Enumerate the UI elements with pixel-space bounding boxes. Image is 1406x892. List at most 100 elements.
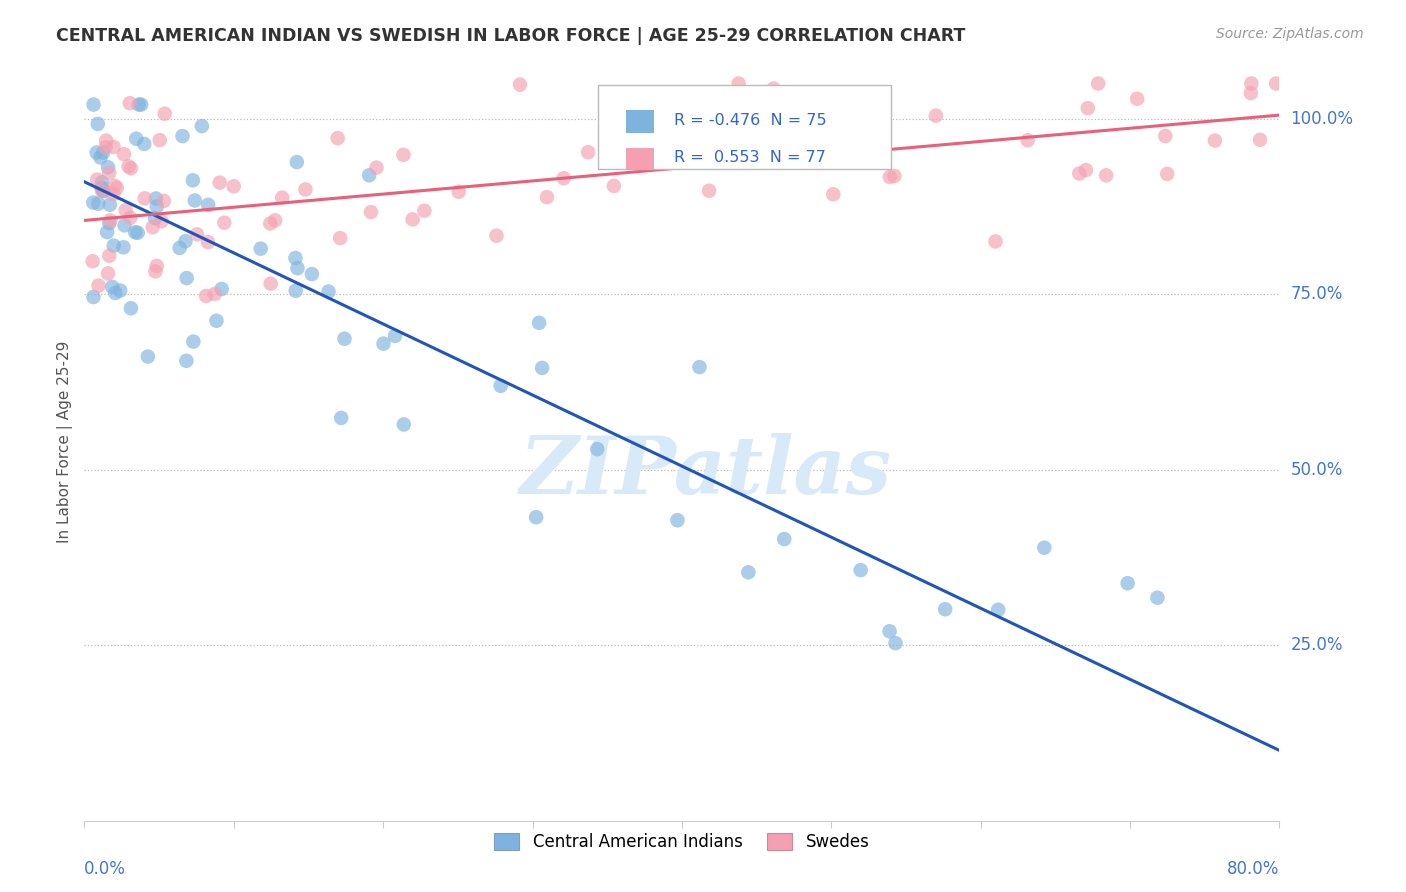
Point	[183, 194, 205, 208]
Y-axis label: In Labor Force | Age 25-29: In Labor Force | Age 25-29	[58, 341, 73, 542]
Point	[96, 134, 118, 148]
Point	[145, 192, 167, 206]
Point	[333, 332, 356, 346]
Point	[984, 235, 1007, 249]
Point	[153, 194, 176, 208]
Point	[98, 216, 121, 230]
Point	[197, 235, 219, 250]
Point	[401, 212, 423, 227]
Point	[666, 513, 689, 527]
Point	[849, 563, 872, 577]
Point	[112, 240, 135, 254]
Point	[1033, 541, 1056, 555]
Point	[987, 603, 1010, 617]
Point	[359, 169, 381, 183]
Point	[145, 264, 167, 278]
Point	[105, 181, 128, 195]
Point	[1249, 133, 1271, 147]
Point	[125, 131, 148, 145]
FancyBboxPatch shape	[626, 148, 654, 170]
Point	[124, 225, 146, 239]
Point	[197, 198, 219, 212]
Point	[392, 148, 415, 162]
Point	[285, 155, 308, 169]
Point	[527, 316, 550, 330]
Point	[204, 287, 226, 301]
Point	[87, 196, 110, 211]
Point	[94, 140, 117, 154]
Point	[104, 285, 127, 300]
Point	[259, 277, 281, 291]
Point	[98, 166, 121, 180]
Point	[271, 191, 294, 205]
Point	[118, 96, 141, 111]
Point	[103, 187, 125, 202]
Point	[489, 379, 512, 393]
Text: CENTRAL AMERICAN INDIAN VS SWEDISH IN LABOR FORCE | AGE 25-29 CORRELATION CHART: CENTRAL AMERICAN INDIAN VS SWEDISH IN LA…	[56, 27, 966, 45]
Point	[91, 175, 114, 189]
Point	[172, 129, 194, 144]
Point	[174, 234, 197, 248]
Point	[150, 214, 173, 228]
Point	[89, 151, 111, 165]
Text: ZIPatlas: ZIPatlas	[520, 434, 891, 510]
Point	[392, 417, 415, 432]
Point	[329, 231, 352, 245]
Point	[1069, 167, 1091, 181]
Point	[1087, 77, 1109, 91]
Point	[1077, 101, 1099, 115]
Point	[176, 271, 198, 285]
Point	[176, 353, 198, 368]
Point	[384, 329, 406, 343]
Point	[146, 200, 169, 214]
Point	[509, 78, 531, 92]
Point	[294, 182, 316, 196]
Point	[97, 266, 120, 280]
Point	[211, 282, 233, 296]
Point	[1240, 77, 1263, 91]
Point	[823, 187, 845, 202]
Point	[195, 289, 218, 303]
Point	[86, 145, 108, 160]
Point	[360, 205, 382, 219]
Point	[697, 184, 720, 198]
Point	[284, 251, 307, 265]
Point	[142, 220, 165, 235]
Point	[326, 131, 349, 145]
Point	[373, 336, 395, 351]
Point	[129, 97, 152, 112]
Point	[773, 532, 796, 546]
Point	[284, 284, 307, 298]
Point	[1095, 169, 1118, 183]
Point	[1146, 591, 1168, 605]
Point	[1265, 77, 1288, 91]
Point	[98, 249, 121, 263]
Point	[366, 161, 388, 175]
Legend: Central American Indians, Swedes: Central American Indians, Swedes	[488, 826, 876, 858]
Point	[112, 147, 135, 161]
Point	[759, 134, 782, 148]
Point	[934, 602, 956, 616]
Point	[208, 176, 231, 190]
Point	[259, 217, 281, 231]
Point	[330, 411, 353, 425]
Point	[1017, 133, 1039, 147]
Point	[87, 278, 110, 293]
Point	[98, 198, 121, 212]
FancyBboxPatch shape	[599, 85, 891, 169]
Text: R =  0.553  N = 77: R = 0.553 N = 77	[673, 151, 825, 166]
Point	[524, 510, 547, 524]
Point	[1240, 86, 1263, 100]
Point	[762, 81, 785, 95]
Point	[301, 267, 323, 281]
Point	[169, 241, 191, 255]
Text: 100.0%: 100.0%	[1291, 110, 1354, 128]
Point	[689, 360, 711, 375]
Text: 75.0%: 75.0%	[1291, 285, 1343, 303]
Point	[103, 238, 125, 252]
Point	[318, 285, 340, 299]
Point	[149, 133, 172, 147]
Point	[90, 181, 112, 195]
Point	[82, 195, 104, 210]
Point	[114, 202, 136, 217]
